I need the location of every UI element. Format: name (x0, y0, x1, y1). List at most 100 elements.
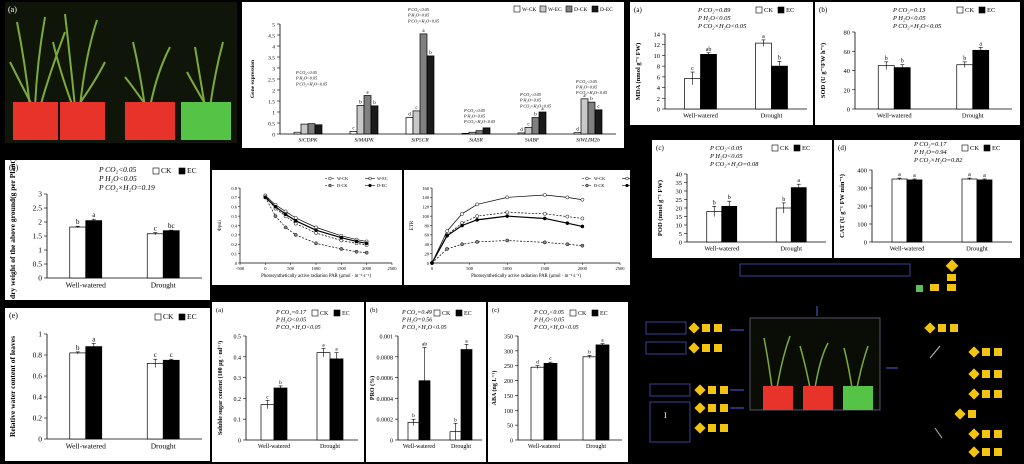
y-tick-label: 6 (657, 74, 661, 81)
y-tick-label: 2 (38, 218, 42, 227)
y-tick-label: 4.5 (268, 34, 275, 40)
legend-label-ec: EC (992, 145, 1000, 152)
chart-sod: 0 20 40 60 80 SOD (U g⁻¹FW h⁻¹) b b Well-watered… (819, 6, 1012, 120)
pot-green (181, 102, 231, 140)
y-tick-label: 200 (504, 379, 513, 385)
legend-swatch-ck (956, 6, 964, 14)
point-d-ec-400 (460, 223, 464, 228)
mechanism-schematic: I (630, 258, 1024, 464)
bar-siasr-d-ec (482, 127, 491, 135)
bar-well-watered-ec (700, 54, 717, 110)
point-d-ck-200 (445, 247, 449, 251)
bar-well-watered-ck (530, 366, 545, 441)
y-tick-label: 100 (857, 222, 867, 229)
panel-letter: (d) (838, 144, 847, 152)
y-tick-label: 120 (422, 205, 430, 210)
point-d-ck-2000 (364, 250, 369, 255)
y-tick-label: 25 (676, 197, 683, 204)
y-tick-label: 0.4 (234, 355, 242, 361)
bar-drought-ck (146, 363, 164, 440)
y-axis-label: Φpsii (218, 219, 223, 230)
bar-well-watered-ck (69, 226, 87, 279)
category-label-siwlim2b: SiWLIM2b (576, 138, 600, 144)
stat-line: P CO₂=0.17 (275, 310, 307, 316)
bar-drought-ec (329, 358, 344, 441)
category-label-drought: Drought (966, 246, 988, 253)
schematic-left-box-4 (649, 401, 691, 443)
y-tick-label: 0.8 (231, 186, 237, 191)
point-d-ec-1800 (354, 239, 359, 244)
bar-drought-ck (146, 233, 164, 279)
bar-well-watered-ck (260, 404, 275, 441)
significance-letter-well-watered-ec: c (549, 356, 552, 362)
legend-marker-d-ec (368, 183, 372, 188)
legend-label-ec: EC (342, 311, 350, 317)
bar-drought-ck (956, 64, 974, 110)
category-label-well-watered: Well-watered (403, 444, 435, 450)
legend-swatch-ck (771, 144, 779, 152)
significance-letter-siwlim2b-w-ck: d (576, 128, 579, 133)
y-tick-label: 2.5 (33, 204, 43, 213)
point-w-ec-1500 (542, 193, 547, 197)
stat-line: P H₂O<0.05 (463, 114, 485, 119)
schematic-drawing: I (645, 259, 1002, 458)
significance-letter-well-watered-ec: b (279, 380, 282, 386)
stat-line: P H₂O<0.05 (697, 15, 731, 22)
bar-drought-ec (595, 344, 610, 441)
y-tick-label: 0 (238, 439, 241, 445)
legend-swatch-ck (755, 6, 763, 14)
schematic-top-right-icons (916, 259, 959, 292)
chart-cat: 0 100 200 300 400 CAT (U g⁻¹ FW min⁻¹) a a Well-… (838, 141, 1012, 253)
legend-marker-w-ec (368, 176, 372, 181)
legend-swatch-ck (433, 309, 441, 317)
point-d-ck-400 (283, 225, 288, 230)
schematic-pot-1 (763, 386, 793, 410)
legend-label-ec: EC (786, 7, 794, 14)
legend-swatch-ec (178, 313, 186, 321)
legend-swatch-ec (333, 309, 341, 317)
bar-drought-ec (162, 359, 180, 440)
x-tick-label: 2500 (616, 266, 626, 271)
legend-marker-w-ck (585, 176, 589, 181)
x-tick-label: -500 (236, 266, 245, 271)
bar-well-watered-ec (721, 205, 738, 243)
stat-line: P H₂O<0.05 (575, 85, 597, 90)
y-tick-label: 0.0002 (377, 418, 394, 424)
stat-line: P CO₂<0.05 (407, 7, 429, 12)
legend-label-ck: CK (578, 311, 587, 317)
bar-drought-ck (775, 207, 792, 243)
y-tick-label: 0.3 (231, 233, 237, 238)
schematic-left-icons (688, 322, 728, 434)
significance-letter-siabf-w-ck: d (520, 128, 523, 133)
x-tick-label: 1500 (540, 266, 550, 271)
y-tick-label: 0 (657, 107, 660, 114)
series-line-d-ec (264, 196, 367, 244)
bar-well-watered-ec (893, 67, 911, 110)
category-label-drought: Drought (761, 113, 783, 120)
plants-top (9, 13, 224, 108)
significance-letter-drought-ck: c (154, 351, 157, 359)
significance-letter-well-watered-ck: c (691, 66, 694, 72)
x-tick-label: 2500 (388, 266, 398, 271)
panel-etr: 0 20 40 60 80 100 120 140 160 0 500 1000 1500 2000 250… (404, 170, 630, 285)
legend-label-ec: EC (802, 145, 810, 152)
point-w-ck-600 (475, 214, 479, 218)
series-line-w-ec (265, 195, 367, 242)
panel-gene-expression: 0 0.5 1 1.5 2 2.5 3 3.5 4 4.5 5 Gene expression SiCD… (242, 2, 624, 148)
y-tick-label: 0 (864, 240, 867, 247)
category-label-well-watered: Well-watered (704, 246, 740, 253)
bar-siabf-w-ec (524, 127, 533, 135)
category-label-well-watered: Well-watered (66, 442, 106, 451)
schematic-top-box (739, 263, 911, 277)
legend-swatch-ec (591, 309, 599, 317)
y-tick-label: 20 (425, 251, 430, 256)
stat-line: P CO₂×H₂O=0.82 (913, 157, 963, 164)
significance-letter-drought-ec: a (983, 173, 986, 179)
y-tick-label: 0.5 (234, 335, 242, 341)
legend-label-d-ck: D-CK (594, 183, 605, 188)
bar-siabf-w-ck (517, 132, 526, 135)
y-tick-label: 0 (390, 439, 393, 445)
y-tick-label: 0.2 (234, 397, 242, 403)
